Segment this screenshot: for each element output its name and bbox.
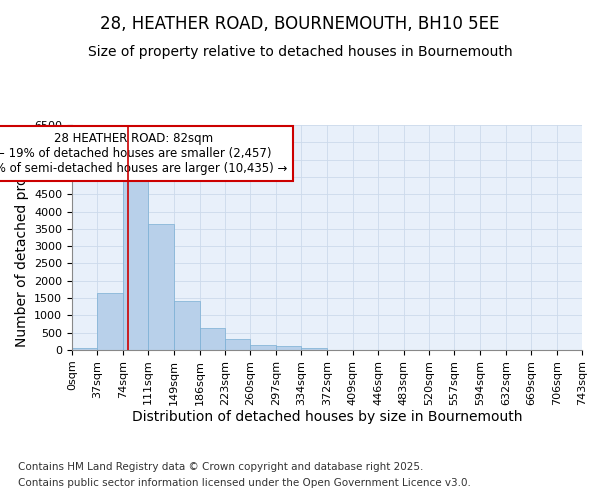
Text: 28, HEATHER ROAD, BOURNEMOUTH, BH10 5EE: 28, HEATHER ROAD, BOURNEMOUTH, BH10 5EE: [100, 15, 500, 33]
Text: 28 HEATHER ROAD: 82sqm
← 19% of detached houses are smaller (2,457)
80% of semi-: 28 HEATHER ROAD: 82sqm ← 19% of detached…: [0, 132, 287, 175]
Bar: [97, 293, 123, 350]
X-axis label: Distribution of detached houses by size in Bournemouth: Distribution of detached houses by size …: [132, 410, 522, 424]
Bar: [276, 346, 301, 350]
Text: Contains public sector information licensed under the Open Government Licence v3: Contains public sector information licen…: [18, 478, 471, 488]
Bar: [200, 328, 225, 350]
Bar: [123, 173, 148, 350]
Bar: [72, 348, 97, 350]
Text: Contains HM Land Registry data © Crown copyright and database right 2025.: Contains HM Land Registry data © Crown c…: [18, 462, 424, 472]
Bar: [301, 348, 326, 350]
Text: Size of property relative to detached houses in Bournemouth: Size of property relative to detached ho…: [88, 45, 512, 59]
Bar: [148, 224, 173, 350]
Bar: [250, 345, 276, 350]
Y-axis label: Number of detached properties: Number of detached properties: [14, 128, 29, 347]
Bar: [174, 300, 200, 350]
Bar: [225, 338, 250, 350]
